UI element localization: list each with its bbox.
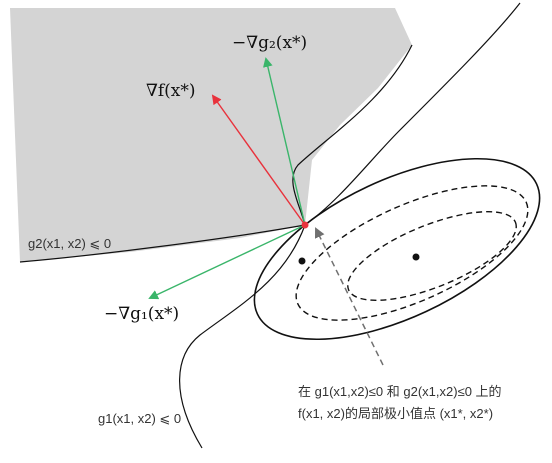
grad-f-arrow [211, 94, 306, 226]
neg-grad-g2-arrow [263, 57, 306, 226]
g1-dot [298, 257, 306, 265]
objective-contour-inner [347, 210, 517, 302]
objective-contour-middle [295, 185, 529, 321]
grad-f-label: ∇f(x*) [146, 81, 196, 101]
neg-grad-g2-label: −∇g₂(x*) [232, 33, 307, 53]
g2-boundary-curve [19, 44, 413, 263]
objective-center-dot [412, 253, 420, 261]
neg-grad-g1-label: −∇g₁(x*) [104, 304, 179, 324]
g1-boundary-curve-upper [304, 2, 521, 226]
objective-contour-outer [253, 157, 541, 341]
g1-region-label: g1(x1, x2) ⩽ 0 [98, 411, 181, 426]
annotation-line-2: f(x1, x2)的局部极小值点 (x1*, x2*) [298, 406, 493, 421]
optimum-pointer-arrow [315, 227, 384, 366]
g1-boundary-curve [179, 224, 306, 449]
neg-grad-g1-arrow [148, 224, 306, 300]
optimum-point [301, 221, 309, 229]
g2-feasible-region [10, 8, 412, 262]
g2-region-label: g2(x1, x2) ⩽ 0 [28, 236, 111, 251]
annotation-line-1: 在 g1(x1,x2)≤0 和 g2(x1,x2)≤0 上的 [298, 384, 502, 399]
